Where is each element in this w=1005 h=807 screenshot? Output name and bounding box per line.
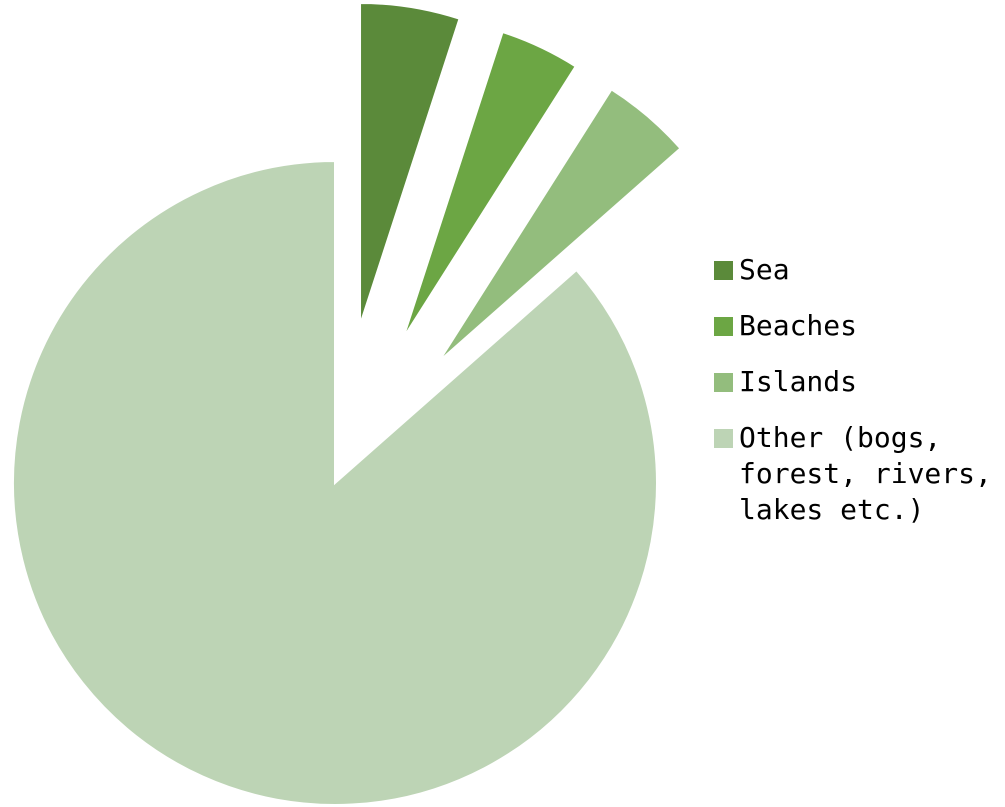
pie-slice-sea: [359, 1, 461, 326]
legend-swatch-beaches: [714, 317, 733, 336]
legend-label-beaches: Beaches: [739, 309, 858, 342]
legend-label-sea: Sea: [739, 253, 790, 286]
pie-slice-beaches: [402, 30, 578, 339]
legend-label-other: Other (bogs, forest, rivers, lakes etc.): [739, 421, 992, 526]
legend-item-beaches: Beaches: [714, 308, 1005, 344]
legend-swatch-islands: [714, 373, 733, 392]
legend-item-other: Other (bogs, forest, rivers, lakes etc.): [714, 420, 1005, 528]
legend-item-sea: Sea: [714, 252, 1005, 288]
legend-label-islands: Islands: [739, 365, 858, 398]
legend-swatch-other: [714, 429, 733, 448]
chart-legend: Sea Beaches Islands Other (bogs, forest,…: [714, 252, 1005, 548]
pie-slice-other: [12, 159, 658, 806]
legend-swatch-sea: [714, 261, 733, 280]
legend-item-islands: Islands: [714, 364, 1005, 400]
pie-slice-islands: [438, 88, 682, 363]
